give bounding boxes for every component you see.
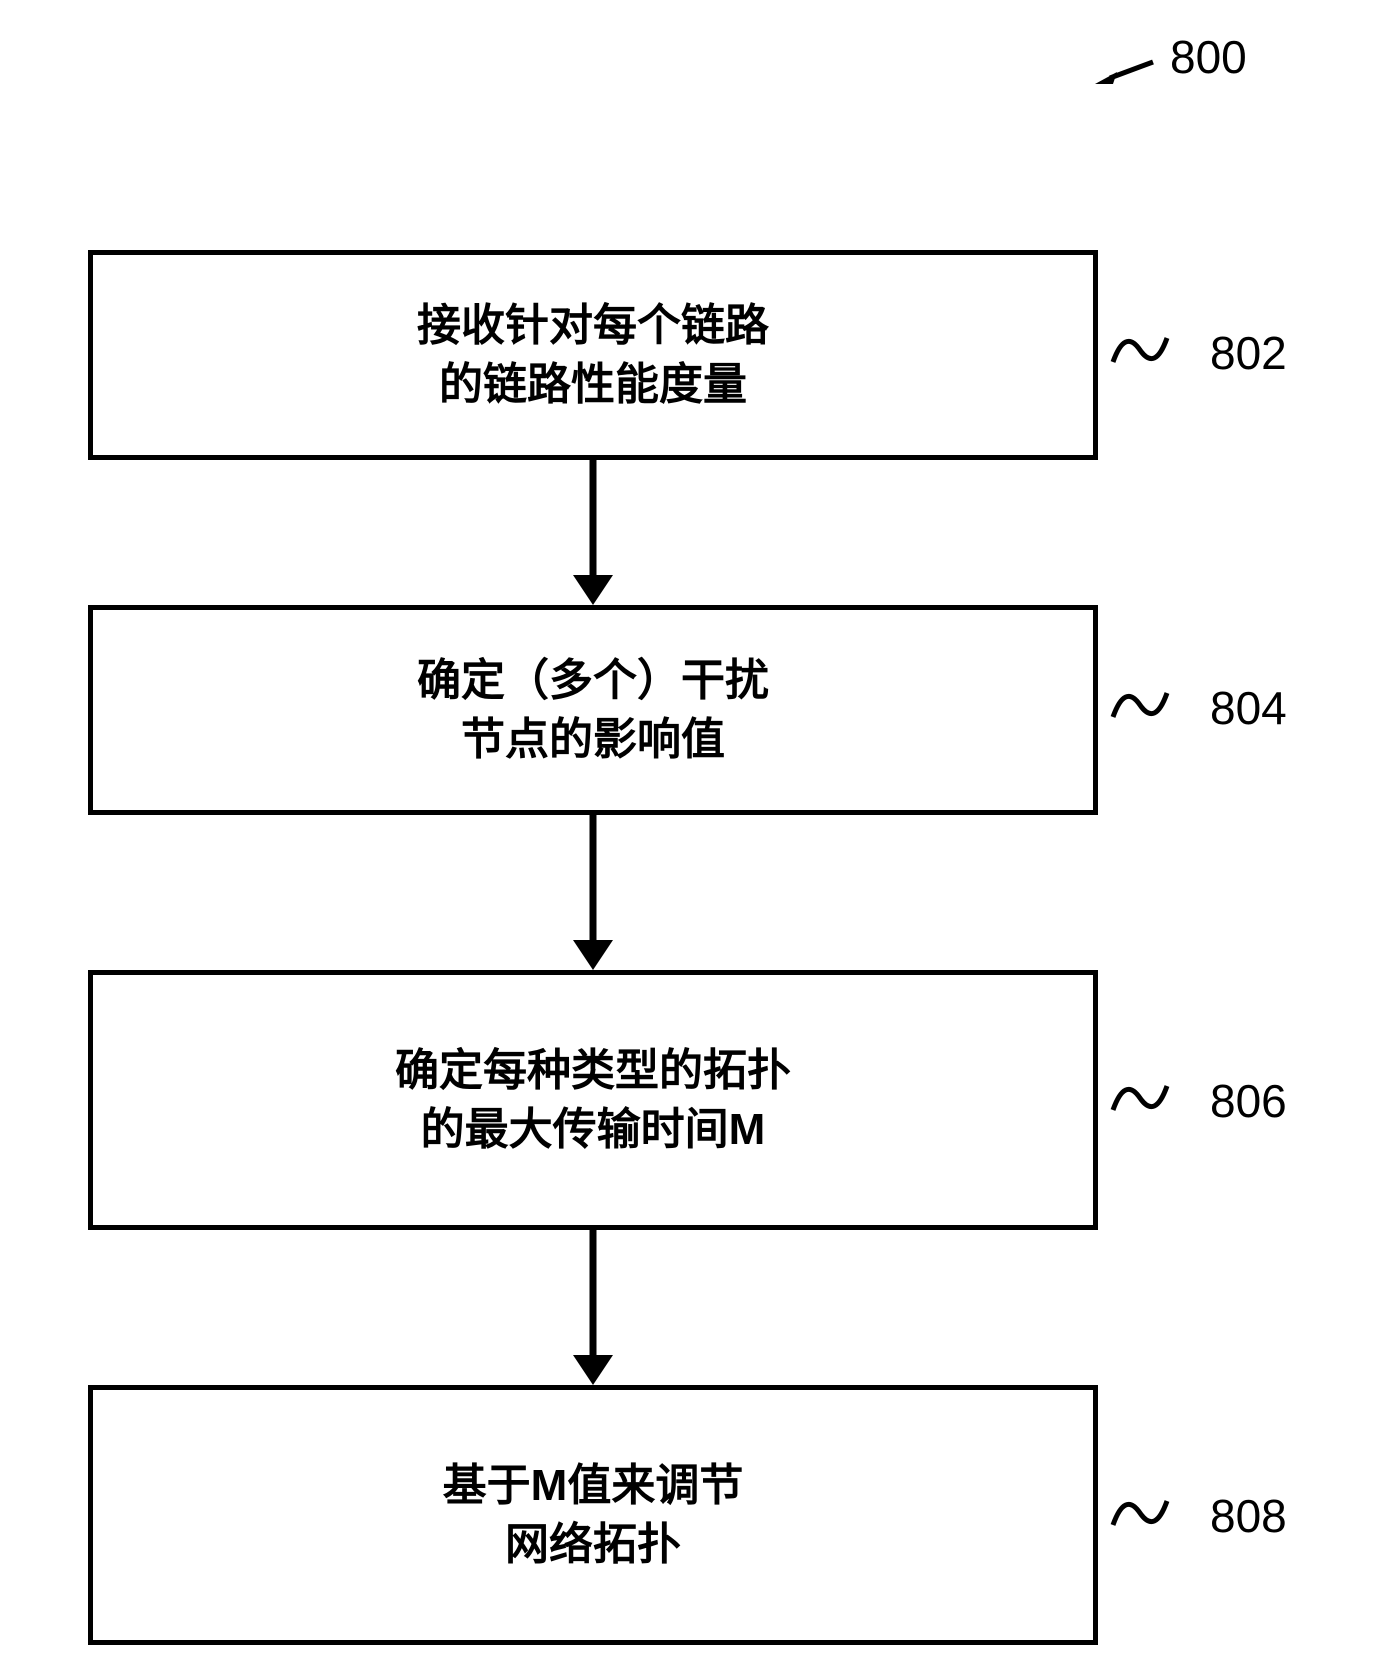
flow-step-806: 确定每种类型的拓扑 的最大传输时间M <box>88 970 1098 1230</box>
flow-arrow-1 <box>573 460 613 605</box>
step-text-line1: 基于M值来调节 <box>443 1461 744 1510</box>
ref-squiggle-802 <box>1110 320 1170 380</box>
figure-ref-pointer <box>1095 58 1155 84</box>
ref-squiggle-806 <box>1110 1068 1170 1128</box>
step-text-line1: 确定（多个）干扰 <box>417 656 769 705</box>
flow-arrow-2 <box>573 815 613 970</box>
step-text-line2: 节点的影响值 <box>461 715 725 764</box>
ref-label-804: 804 <box>1210 681 1287 735</box>
flow-arrow-3 <box>573 1230 613 1385</box>
step-text-line2: 的最大传输时间M <box>421 1105 766 1154</box>
ref-squiggle-804 <box>1110 675 1170 735</box>
flow-step-802: 接收针对每个链路 的链路性能度量 <box>88 250 1098 460</box>
step-text-line2: 的链路性能度量 <box>439 360 747 409</box>
flow-step-808: 基于M值来调节 网络拓扑 <box>88 1385 1098 1645</box>
flow-step-804: 确定（多个）干扰 节点的影响值 <box>88 605 1098 815</box>
ref-label-802: 802 <box>1210 326 1287 380</box>
step-text-line1: 确定每种类型的拓扑 <box>395 1046 791 1095</box>
figure-ref-label: 800 <box>1170 30 1247 84</box>
ref-label-808: 808 <box>1210 1489 1287 1543</box>
ref-label-806: 806 <box>1210 1074 1287 1128</box>
step-text-line1: 接收针对每个链路 <box>417 301 769 350</box>
step-text-line2: 网络拓扑 <box>505 1520 681 1569</box>
ref-squiggle-808 <box>1110 1483 1170 1543</box>
flowchart-canvas: 800 接收针对每个链路 的链路性能度量 802 确定（多个）干扰 节点的影响值… <box>0 0 1386 1670</box>
